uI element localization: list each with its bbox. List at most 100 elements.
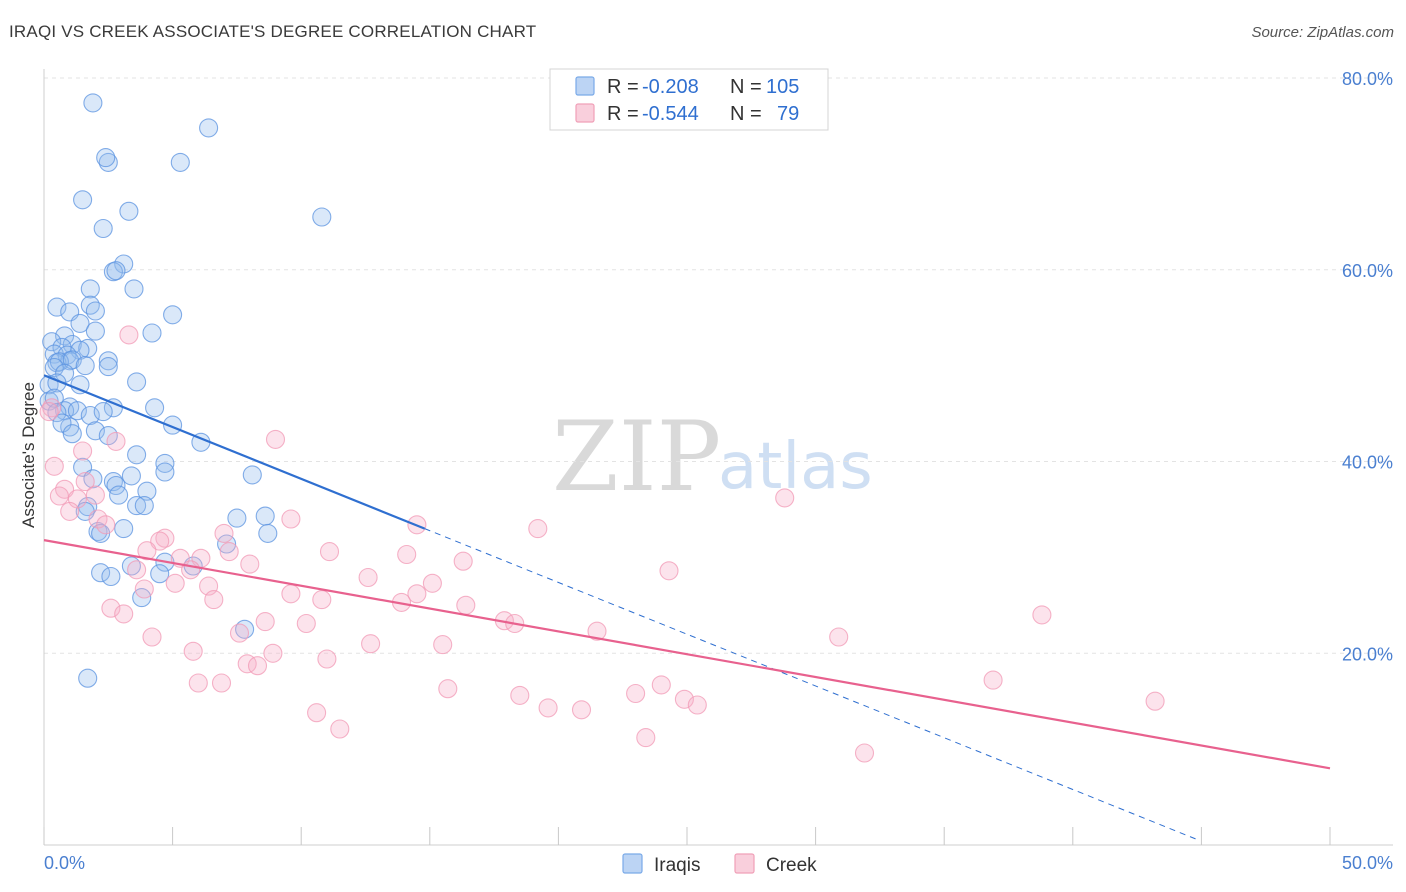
bottom-legend-label-creek: Creek <box>766 855 817 876</box>
axes <box>43 69 1393 846</box>
point-creek <box>204 590 224 610</box>
point-iraqis <box>70 313 90 333</box>
point-iraqis <box>155 462 175 482</box>
series-legend: Iraqis Creek <box>622 853 817 876</box>
point-creek <box>127 560 147 580</box>
point-iraqis <box>52 413 72 433</box>
point-iraqis <box>67 401 87 421</box>
y-tick-label: 40.0% <box>1342 453 1393 473</box>
point-iraqis <box>137 481 157 501</box>
point-iraqis <box>134 496 154 516</box>
point-creek <box>119 325 139 345</box>
trend-line-iraqis <box>43 374 426 530</box>
point-creek <box>312 590 332 610</box>
point-iraqis <box>80 279 100 299</box>
point-creek <box>165 573 185 593</box>
point-iraqis <box>98 426 118 446</box>
point-iraqis <box>121 556 141 576</box>
point-creek <box>433 635 453 655</box>
point-iraqis <box>78 668 98 688</box>
point-iraqis <box>199 118 219 138</box>
point-creek <box>219 542 239 562</box>
point-creek <box>96 515 116 535</box>
point-iraqis <box>91 563 111 583</box>
point-creek <box>636 728 656 748</box>
point-iraqis <box>70 340 90 360</box>
point-iraqis <box>83 93 103 113</box>
bottom-legend-swatch-iraqis <box>622 853 643 874</box>
point-creek <box>114 604 134 624</box>
point-iraqis <box>127 372 147 392</box>
point-creek <box>85 485 105 505</box>
point-iraqis <box>255 506 275 526</box>
point-creek <box>397 544 417 565</box>
point-creek <box>453 551 473 571</box>
point-creek <box>296 613 316 634</box>
point-iraqis <box>109 485 129 505</box>
point-creek <box>687 695 707 715</box>
legend-n-label: N = <box>730 76 762 98</box>
point-iraqis <box>114 254 134 274</box>
point-creek <box>101 598 121 618</box>
point-iraqis <box>47 297 67 317</box>
chart-title: IRAQI VS CREEK ASSOCIATE'S DEGREE CORREL… <box>9 22 537 41</box>
point-creek <box>659 561 679 581</box>
point-iraqis <box>145 398 165 418</box>
point-creek <box>319 542 340 562</box>
y-tick-label: 60.0% <box>1342 261 1393 281</box>
point-creek <box>983 670 1003 690</box>
point-iraqis <box>150 564 170 584</box>
point-iraqis <box>142 323 162 343</box>
point-creek <box>854 743 875 763</box>
legend-r-label: R = <box>607 103 639 125</box>
legend-swatch-iraqis <box>575 76 595 96</box>
point-iraqis <box>227 508 247 528</box>
point-creek <box>75 472 95 492</box>
point-iraqis <box>127 496 147 516</box>
point-iraqis <box>106 261 126 281</box>
point-iraqis <box>242 465 262 485</box>
point-creek <box>317 649 337 669</box>
point-iraqis <box>44 357 64 378</box>
point-creek <box>247 656 268 676</box>
point-creek <box>528 519 548 539</box>
point-iraqis <box>93 402 113 422</box>
point-iraqis <box>114 519 134 539</box>
point-creek <box>188 673 208 693</box>
point-iraqis <box>235 619 255 639</box>
point-iraqis <box>85 301 105 321</box>
point-iraqis <box>80 295 100 315</box>
point-iraqis <box>70 375 90 395</box>
point-creek <box>538 698 558 718</box>
watermark-zip: ZIP <box>552 401 721 513</box>
y-tick-label: 20.0% <box>1342 644 1393 664</box>
point-creek <box>134 579 154 599</box>
source-attribution[interactable]: Source: ZipAtlas.com <box>1251 24 1394 41</box>
point-creek <box>407 584 427 604</box>
point-creek <box>330 719 350 739</box>
point-creek <box>422 573 442 593</box>
trend-line-creek <box>43 539 1331 770</box>
point-iraqis <box>163 305 183 325</box>
point-creek <box>281 584 301 604</box>
point-creek <box>829 627 849 647</box>
point-creek <box>106 431 126 451</box>
stats-legend: R = -0.208 N = 105 R = -0.544 N = 79 <box>549 68 829 131</box>
point-creek <box>510 685 530 705</box>
bottom-legend-swatch-creek <box>734 853 755 874</box>
legend-n-value-creek: 79 <box>777 103 799 125</box>
point-creek <box>137 541 157 561</box>
point-iraqis <box>98 357 118 377</box>
point-iraqis <box>80 405 100 426</box>
point-iraqis <box>258 523 278 543</box>
legend-r-value-creek: -0.544 <box>642 103 699 125</box>
legend-n-value-iraqis: 105 <box>766 76 799 98</box>
point-creek <box>255 612 275 632</box>
point-creek <box>240 554 260 574</box>
point-creek <box>183 641 203 661</box>
point-iraqis <box>119 201 139 221</box>
point-creek <box>626 683 646 704</box>
point-iraqis <box>121 466 141 486</box>
legend-r-label: R = <box>607 76 639 98</box>
